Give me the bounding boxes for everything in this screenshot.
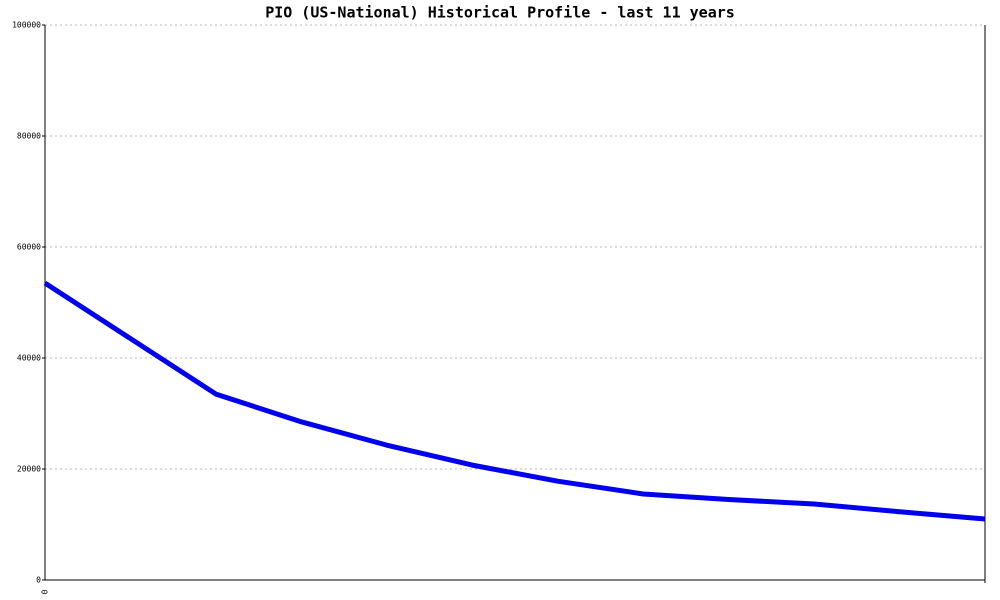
x-tick-label: 0 (41, 589, 50, 594)
y-tick-label: 100000 (12, 21, 41, 30)
y-tick-label: 80000 (17, 132, 41, 141)
y-tick-label: 60000 (17, 243, 41, 252)
y-tick-label: 40000 (17, 354, 41, 363)
chart-title: PIO (US-National) Historical Profile - l… (265, 4, 735, 22)
y-tick-label: 0 (36, 576, 41, 585)
data-line (43, 280, 986, 522)
y-tick-label: 20000 (17, 465, 41, 474)
